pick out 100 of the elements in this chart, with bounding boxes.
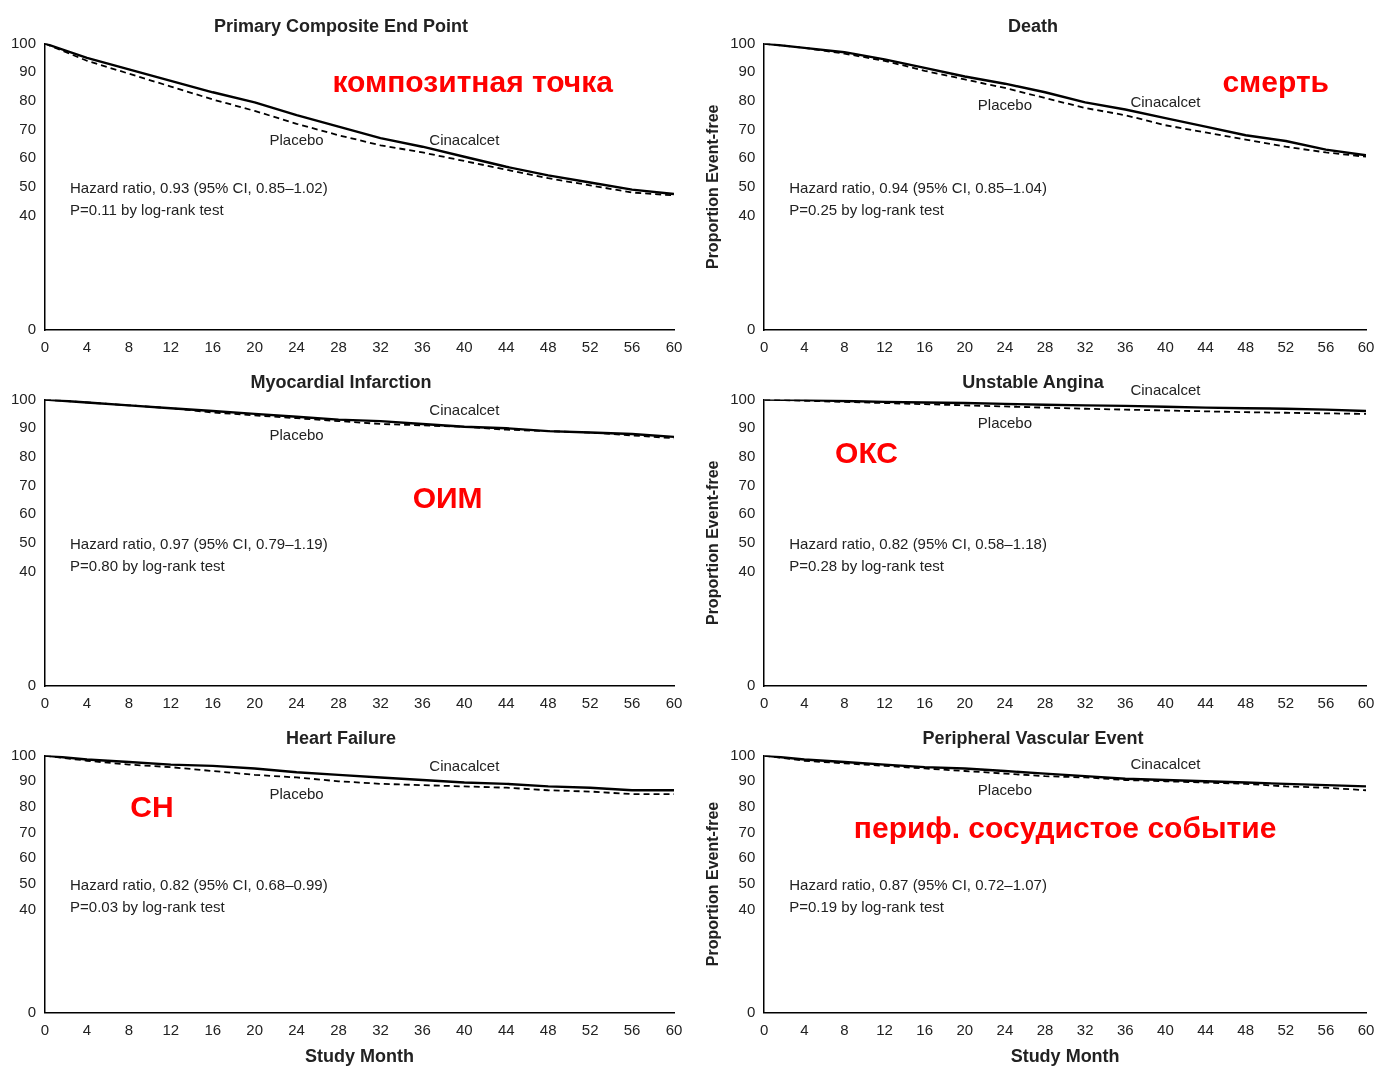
x-tick-label: 44	[497, 694, 515, 712]
y-tick-label: 90	[738, 771, 756, 789]
x-tick-label: 24	[996, 338, 1014, 356]
x-tick-label: 24	[996, 694, 1014, 712]
x-tick-label: 36	[1116, 338, 1134, 356]
x-tick-label: 28	[330, 694, 347, 712]
y-tick-label: 100	[11, 745, 37, 763]
y-tick-label: 100	[11, 33, 37, 51]
y-tick-label: 80	[19, 91, 37, 109]
y-axis-title: Proportion Event-free	[704, 801, 722, 967]
x-tick-label: 56	[1317, 694, 1335, 712]
chart-title: Myocardial Infarction	[250, 371, 432, 392]
y-tick-label: 80	[738, 91, 756, 109]
x-tick-label: 48	[539, 338, 557, 356]
x-tick-label: 32	[372, 1020, 389, 1038]
y-tick-label: 40	[738, 899, 756, 917]
series-label: Cinacalcet	[429, 401, 501, 419]
annotation: Hazard ratio, 0.87 (95% CI, 0.72–1.07)	[789, 876, 1047, 893]
chart-title: Heart Failure	[285, 727, 397, 748]
x-tick-label: 36	[1116, 694, 1134, 712]
x-tick-label: 0	[760, 694, 769, 712]
x-tick-label: 36	[414, 1020, 431, 1038]
series-label: Cinacalcet	[429, 757, 501, 775]
x-tick-label: 32	[372, 694, 389, 712]
series-label: Placebo	[977, 414, 1033, 432]
y-tick-label: 50	[19, 176, 37, 194]
x-tick-label: 20	[246, 694, 264, 712]
chart-title: Primary Composite End Point	[213, 15, 469, 36]
x-tick-label: 20	[246, 338, 264, 356]
series-label: Placebo	[269, 131, 324, 149]
x-tick-label: 4	[82, 1020, 92, 1038]
y-tick-label: 60	[738, 148, 756, 166]
x-tick-label: 40	[1157, 1020, 1174, 1038]
y-tick-label: 40	[738, 205, 756, 223]
y-tick-label: 80	[19, 447, 37, 465]
x-tick-label: 36	[414, 338, 431, 356]
y-tick-label: 70	[738, 119, 756, 137]
x-tick-label: 12	[876, 338, 893, 356]
x-tick-label: 4	[800, 1020, 809, 1038]
x-tick-label: 56	[623, 694, 641, 712]
x-tick-label: 16	[204, 694, 222, 712]
x-tick-label: 28	[1036, 1020, 1054, 1038]
x-tick-label: 28	[330, 338, 347, 356]
x-tick-label: 48	[1237, 1020, 1254, 1038]
x-tick-label: 8	[124, 694, 134, 712]
y-tick-label: 100	[730, 389, 756, 407]
x-tick-label: 20	[246, 1020, 264, 1038]
x-tick-label: 12	[162, 338, 180, 356]
x-tick-label: 16	[916, 694, 934, 712]
y-tick-label: 0	[746, 676, 756, 694]
x-tick-label: 20	[956, 694, 974, 712]
chart-title: Peripheral Vascular Event	[922, 727, 1144, 748]
y-tick-label: 50	[738, 532, 756, 550]
y-tick-label: 100	[730, 745, 756, 763]
y-tick-label: 100	[11, 389, 37, 407]
annotation: периф. сосудистое событие	[853, 810, 1277, 844]
y-tick-label: 60	[738, 848, 756, 866]
x-tick-label: 20	[956, 1020, 974, 1038]
x-tick-label: 48	[539, 694, 557, 712]
series-label: Cinacalcet	[429, 131, 501, 149]
x-tick-label: 44	[497, 1020, 515, 1038]
annotation: P=0.03 by log-rank test	[70, 898, 226, 915]
y-tick-label: 90	[19, 62, 37, 80]
y-tick-label: 50	[738, 176, 756, 194]
annotation: Hazard ratio, 0.97 (95% CI, 0.79–1.19)	[70, 534, 328, 552]
y-tick-label: 70	[738, 822, 756, 840]
x-tick-label: 60	[1357, 694, 1375, 712]
x-tick-label: 32	[1076, 1020, 1094, 1038]
x-tick-label: 12	[162, 1020, 180, 1038]
x-tick-label: 0	[760, 1020, 769, 1038]
annotation: смерть	[1222, 65, 1330, 99]
chart-title: Death	[1007, 15, 1059, 36]
annotation: Hazard ratio, 0.94 (95% CI, 0.85–1.04)	[789, 178, 1047, 196]
x-tick-label: 24	[288, 1020, 305, 1038]
x-tick-label: 56	[1317, 1020, 1335, 1038]
series-label: Placebo	[269, 425, 324, 443]
annotation: СН	[130, 790, 174, 824]
annotation: ОКС	[835, 435, 898, 469]
chart-title: Unstable Angina	[962, 371, 1105, 392]
y-tick-label: 0	[27, 1002, 37, 1020]
y-axis-title: Proportion Event-free	[704, 460, 722, 626]
y-tick-label: 40	[19, 561, 37, 579]
x-tick-label: 0	[40, 338, 50, 356]
y-tick-label: 70	[19, 475, 37, 493]
x-tick-label: 28	[1036, 694, 1054, 712]
annotation: Hazard ratio, 0.82 (95% CI, 0.68–0.99)	[70, 876, 328, 893]
x-tick-label: 48	[539, 1020, 557, 1038]
x-tick-label: 24	[288, 694, 305, 712]
x-tick-label: 60	[665, 338, 683, 356]
y-axis-title: Proportion Event-free	[704, 104, 722, 270]
annotation: Hazard ratio, 0.82 (95% CI, 0.58–1.18)	[789, 534, 1047, 552]
x-tick-label: 48	[1237, 694, 1254, 712]
x-tick-label: 52	[1277, 338, 1295, 356]
x-tick-label: 24	[288, 338, 305, 356]
y-tick-label: 40	[19, 205, 37, 223]
x-tick-label: 12	[876, 1020, 893, 1038]
x-axis-title: Study Month	[1010, 1046, 1120, 1067]
annotation: Hazard ratio, 0.93 (95% CI, 0.85–1.02)	[70, 178, 328, 196]
x-tick-label: 28	[330, 1020, 347, 1038]
x-tick-label: 44	[497, 338, 515, 356]
